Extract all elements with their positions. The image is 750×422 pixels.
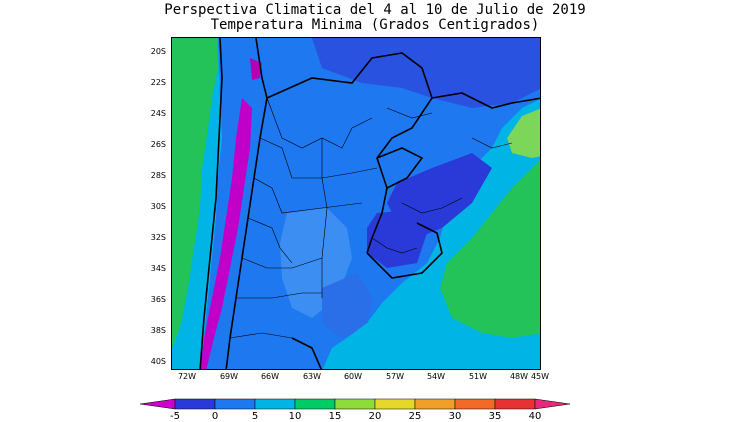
lon-label-66w: 66W <box>260 372 280 381</box>
lon-label-60w: 60W <box>343 372 363 381</box>
colorbar-label-minus5: -5 <box>170 411 180 422</box>
colorbar-segment <box>334 398 376 410</box>
colorbar-label-20: 20 <box>368 411 382 422</box>
colorbar-segment <box>254 398 296 410</box>
colorbar-segment <box>414 398 456 410</box>
lon-label-63w: 63W <box>302 372 322 381</box>
lon-label-72w: 72W <box>177 372 197 381</box>
lat-label-34s: 34S <box>150 264 166 273</box>
lon-label-57w: 57W <box>385 372 405 381</box>
colorbar-label-15: 15 <box>328 411 342 422</box>
temperature-map <box>171 37 541 370</box>
map-title-line-2: Temperatura Minima (Grados Centigrados) <box>210 17 540 33</box>
colorbar-segment <box>494 398 536 410</box>
colorbar-label-35: 35 <box>488 411 502 422</box>
lat-label-24s: 24S <box>150 109 166 118</box>
colorbar <box>140 398 571 410</box>
lat-label-22s: 22S <box>150 78 166 87</box>
colorbar-label-25: 25 <box>408 411 422 422</box>
lat-label-28s: 28S <box>150 171 166 180</box>
lon-label-54w: 54W <box>426 372 446 381</box>
lat-label-38s: 38S <box>150 326 166 335</box>
colorbar-segment <box>174 398 216 410</box>
lat-label-40s: 40S <box>150 357 166 366</box>
lat-label-36s: 36S <box>150 295 166 304</box>
colorbar-label-10: 10 <box>288 411 302 422</box>
colorbar-label-30: 30 <box>448 411 462 422</box>
colorbar-segment <box>374 398 416 410</box>
lon-label-69w: 69W <box>219 372 239 381</box>
colorbar-label-0: 0 <box>211 411 219 422</box>
lat-label-32s: 32S <box>150 233 166 242</box>
lat-label-26s: 26S <box>150 140 166 149</box>
colorbar-segment <box>214 398 256 410</box>
colorbar-label-40: 40 <box>528 411 542 422</box>
colorbar-segment <box>140 398 176 410</box>
lon-label-48w: 48W <box>509 372 529 381</box>
colorbar-segment <box>534 398 571 410</box>
lon-label-51w: 51W <box>468 372 488 381</box>
colorbar-segment <box>454 398 496 410</box>
colorbar-segment <box>294 398 336 410</box>
lon-label-45w: 45W <box>530 372 550 381</box>
colorbar-label-5: 5 <box>251 411 259 422</box>
map-canvas <box>172 38 540 369</box>
lat-label-20s: 20S <box>150 47 166 56</box>
map-title-line-1: Perspectiva Climatica del 4 al 10 de Jul… <box>164 2 586 18</box>
lat-label-30s: 30S <box>150 202 166 211</box>
